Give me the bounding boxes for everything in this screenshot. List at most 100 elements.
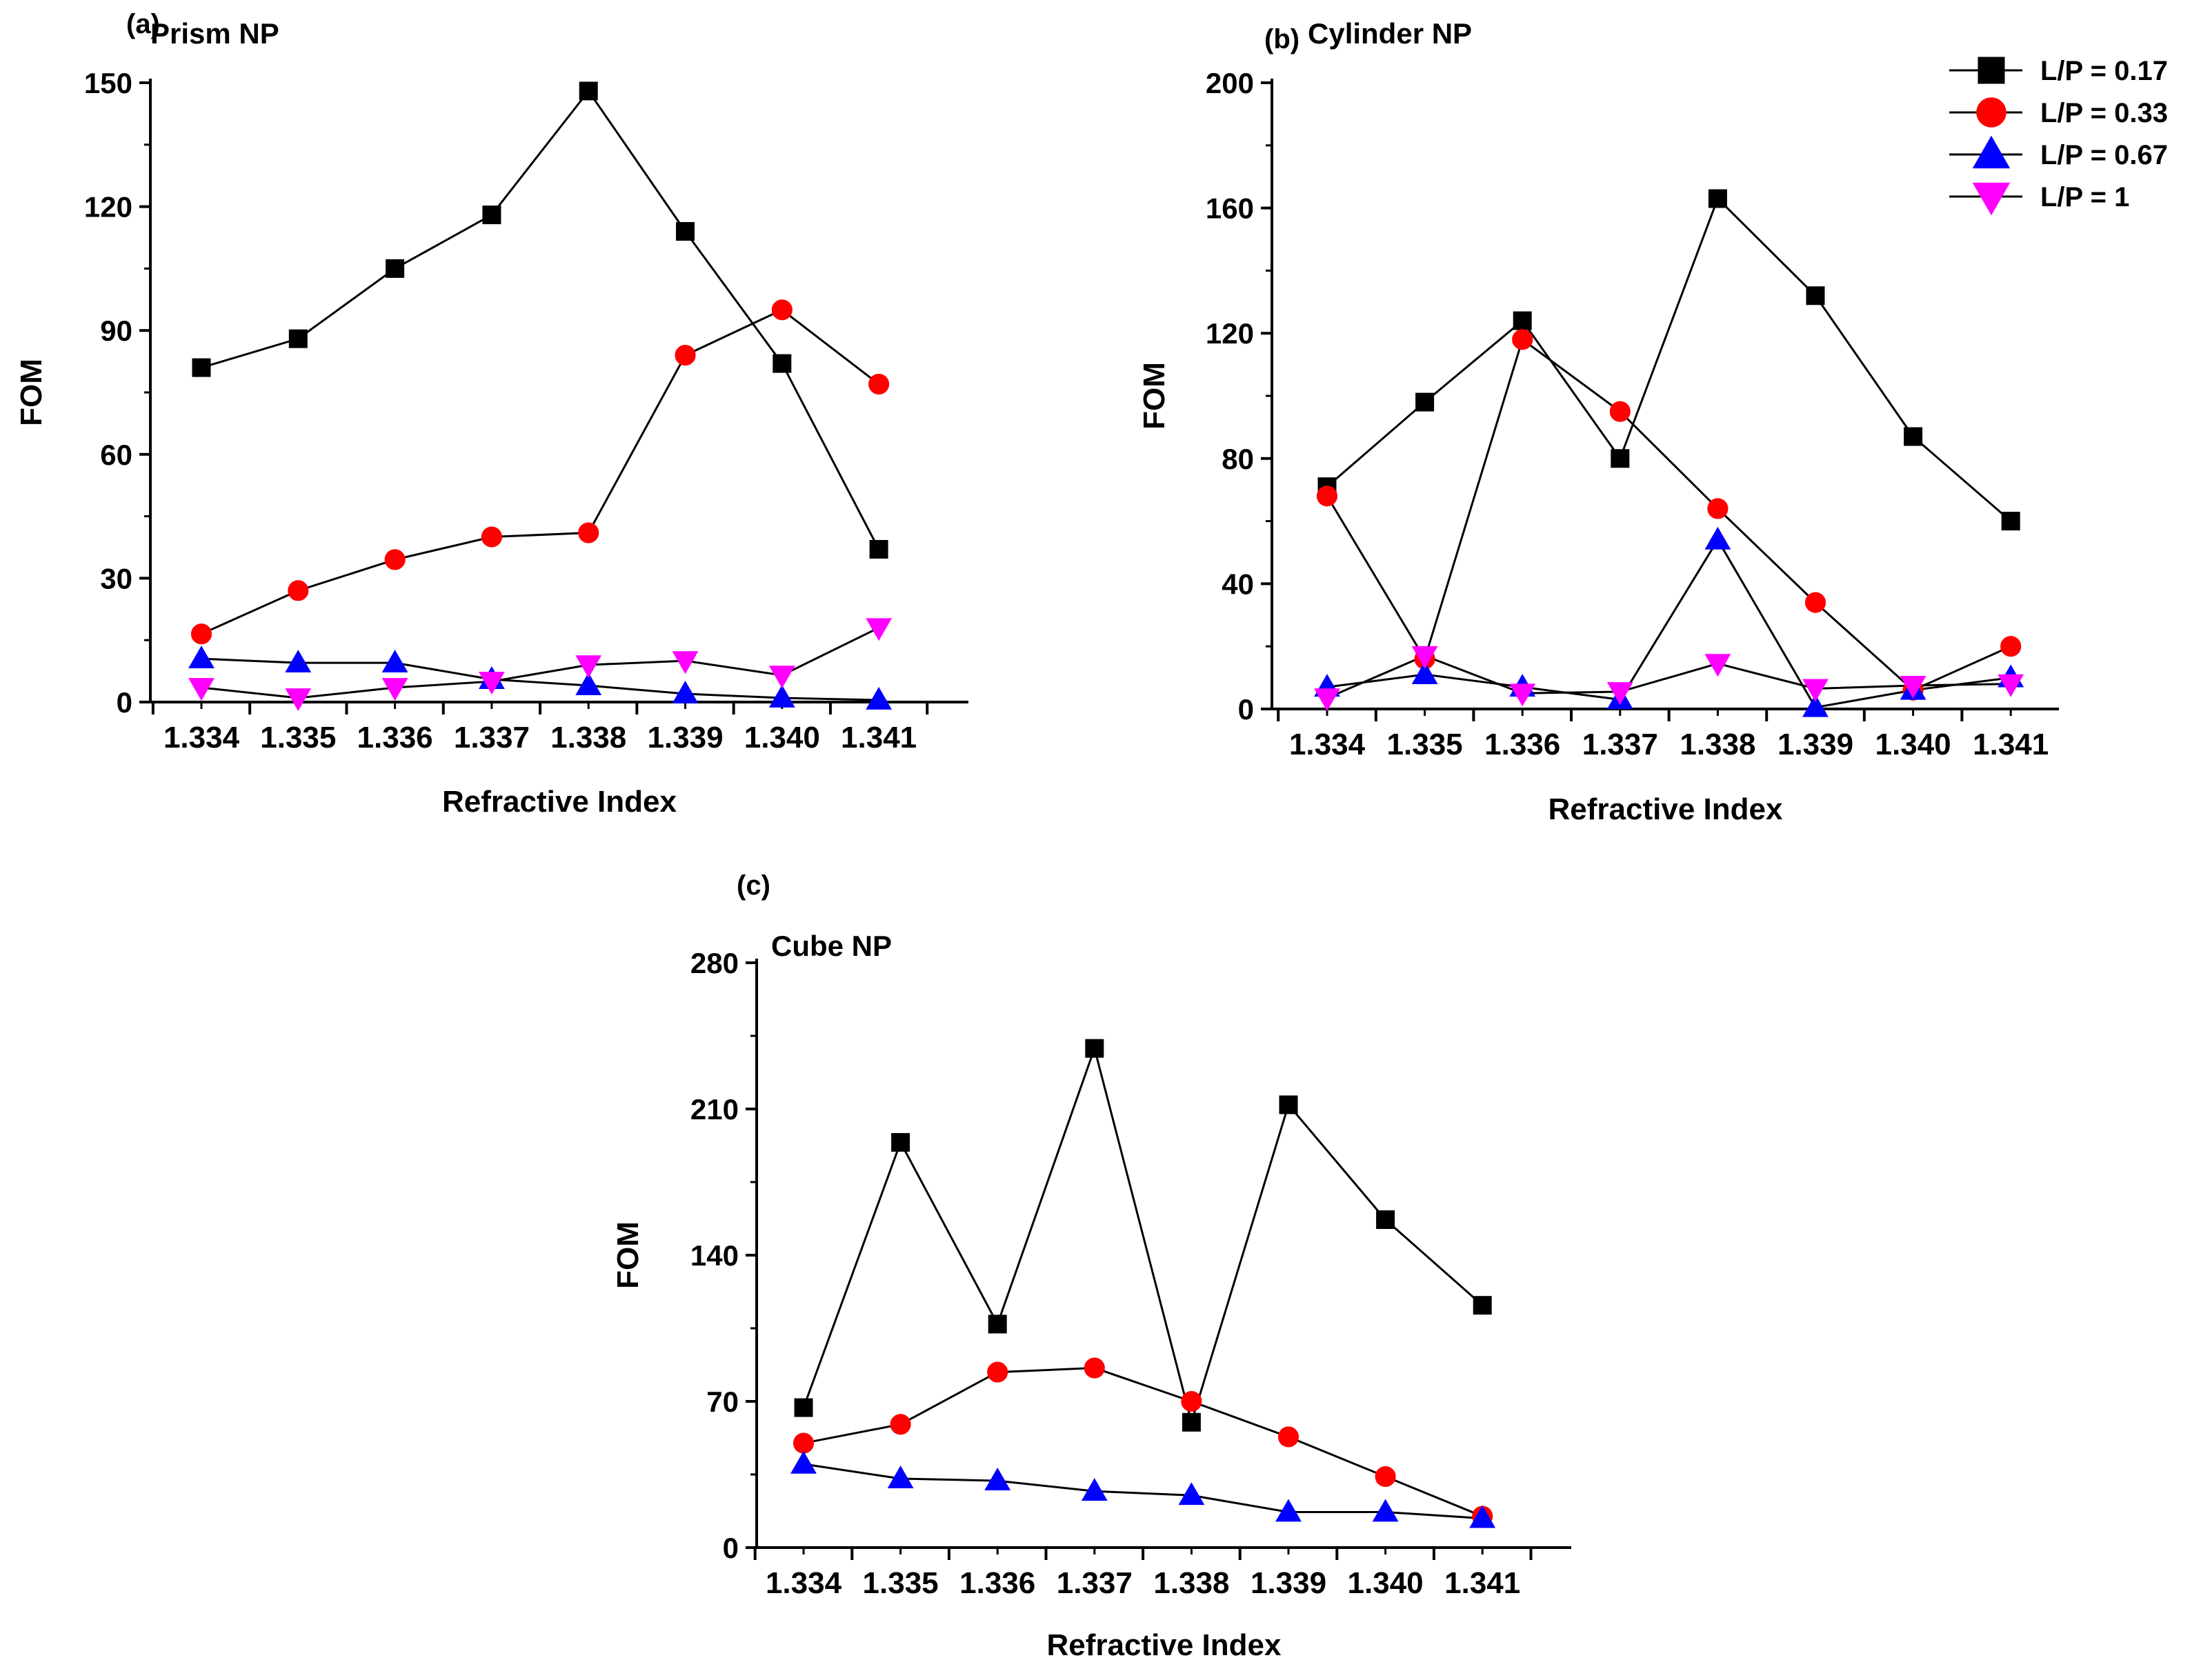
x-tick-label: 1.339 bbox=[647, 721, 723, 754]
series-line bbox=[201, 89, 880, 550]
x-axis-title: Refractive Index bbox=[1047, 1628, 1282, 1662]
y-tick-label: 0 bbox=[1238, 693, 1254, 726]
y-tick-label: 60 bbox=[100, 439, 132, 471]
data-point bbox=[285, 688, 312, 712]
data-point bbox=[1372, 1499, 1399, 1522]
data-point bbox=[1181, 1390, 1202, 1412]
y-tick-label: 0 bbox=[117, 686, 132, 719]
data-point bbox=[672, 651, 699, 674]
panel-c-cube: 0 70 140 210 280 1.334 1.335 1.336 1.337 1.338 1.3… bbox=[611, 870, 1571, 1662]
y-tick-label: 120 bbox=[84, 191, 132, 223]
y-tick-label: 80 bbox=[1222, 443, 1254, 475]
series-line bbox=[1326, 197, 2012, 522]
x-tick-label: 1.337 bbox=[1057, 1566, 1133, 1600]
data-point bbox=[1277, 1426, 1299, 1448]
x-tick-label: 1.334 bbox=[1289, 728, 1366, 761]
data-point bbox=[575, 655, 602, 679]
data-point bbox=[1415, 392, 1435, 412]
data-point bbox=[381, 678, 408, 701]
data-point bbox=[188, 646, 215, 669]
data-point bbox=[381, 650, 408, 673]
data-point bbox=[1178, 1482, 1205, 1506]
data-point bbox=[890, 1414, 911, 1435]
data-point bbox=[768, 666, 795, 689]
data-point bbox=[793, 1432, 815, 1454]
x-tick-label: 1.334 bbox=[766, 1566, 842, 1600]
data-point bbox=[1411, 661, 1438, 684]
data-point bbox=[868, 373, 890, 395]
data-point bbox=[1084, 1357, 1105, 1379]
data-point bbox=[869, 539, 888, 559]
data-point bbox=[288, 329, 308, 348]
y-axis-title: FOM bbox=[611, 1221, 645, 1289]
x-tick-label: 1.336 bbox=[357, 721, 433, 754]
data-point bbox=[1802, 679, 1829, 702]
y-axis-title: FOM bbox=[14, 359, 48, 426]
x-tick-label: 1.341 bbox=[1444, 1566, 1520, 1600]
data-point bbox=[1512, 329, 1533, 350]
x-tick-label: 1.338 bbox=[1680, 728, 1755, 761]
data-point bbox=[988, 1314, 1007, 1334]
x-tick-label: 1.338 bbox=[1153, 1566, 1229, 1600]
y-tick-label: 120 bbox=[1206, 317, 1254, 350]
x-tick-label: 1.336 bbox=[1484, 728, 1560, 761]
data-point bbox=[794, 1398, 813, 1417]
data-point bbox=[1509, 683, 1536, 707]
data-point bbox=[1806, 286, 1825, 306]
data-point bbox=[578, 522, 599, 543]
data-point bbox=[773, 354, 792, 373]
data-point bbox=[1314, 688, 1340, 712]
data-point bbox=[1279, 1095, 1298, 1114]
data-point bbox=[1606, 682, 1633, 706]
legend: L/P = 0.17 L/P = 0.33 L/P = 0.67 L/P = 1 bbox=[1949, 56, 2168, 216]
x-tick-label: 1.335 bbox=[863, 1566, 939, 1600]
x-tick-label: 1.335 bbox=[1387, 728, 1463, 761]
x-tick-label: 1.341 bbox=[841, 721, 917, 754]
x-tick-label: 1.339 bbox=[1251, 1566, 1326, 1600]
series-line bbox=[803, 1463, 1483, 1520]
y-tick-label: 160 bbox=[1206, 192, 1254, 225]
data-point bbox=[1900, 676, 1926, 699]
data-point bbox=[386, 259, 405, 278]
data-point bbox=[575, 672, 602, 695]
legend-label: L/P = 0.67 bbox=[2040, 140, 2168, 170]
data-point bbox=[1182, 1412, 1201, 1432]
data-point bbox=[1704, 526, 1731, 550]
x-tick-label: 1.337 bbox=[1582, 728, 1658, 761]
legend-label: L/P = 1 bbox=[2040, 182, 2129, 212]
data-point bbox=[1469, 1505, 1496, 1528]
data-point bbox=[672, 680, 699, 703]
data-point bbox=[1804, 592, 1826, 613]
series-line bbox=[803, 1367, 1483, 1517]
data-point bbox=[891, 1132, 910, 1152]
panel-a-prism: 0 30 60 90 120 150 1.334 1.335 1.336 1.337 1.338 1.… bbox=[14, 9, 968, 819]
x-tick-label: 1.340 bbox=[1875, 728, 1951, 761]
data-point bbox=[288, 580, 309, 601]
data-point bbox=[481, 526, 502, 548]
data-point bbox=[1998, 674, 2024, 697]
y-tick-label: 30 bbox=[100, 562, 132, 594]
data-point bbox=[192, 358, 211, 377]
legend-marker bbox=[1972, 182, 2011, 216]
data-point bbox=[1411, 646, 1438, 669]
data-point bbox=[1081, 1478, 1108, 1501]
data-point bbox=[1085, 1039, 1104, 1058]
x-tick-label: 1.334 bbox=[163, 721, 240, 754]
series-line bbox=[802, 1045, 1484, 1426]
x-tick-label: 1.336 bbox=[959, 1566, 1035, 1600]
data-point bbox=[866, 618, 893, 641]
data-point bbox=[1376, 1210, 1395, 1230]
data-point bbox=[1802, 694, 1829, 717]
x-tick-label: 1.340 bbox=[1348, 1566, 1424, 1600]
y-tick-label: 280 bbox=[690, 947, 739, 979]
data-point bbox=[1708, 189, 1727, 208]
panel-letter: (c) bbox=[737, 870, 770, 901]
data-point bbox=[2000, 636, 2022, 657]
data-point bbox=[676, 222, 695, 241]
x-axis-title: Refractive Index bbox=[442, 785, 677, 819]
data-point bbox=[1707, 498, 1729, 519]
data-point bbox=[384, 549, 406, 570]
x-tick-label: 1.339 bbox=[1777, 728, 1853, 761]
panel-title: Prism NP bbox=[150, 17, 279, 50]
